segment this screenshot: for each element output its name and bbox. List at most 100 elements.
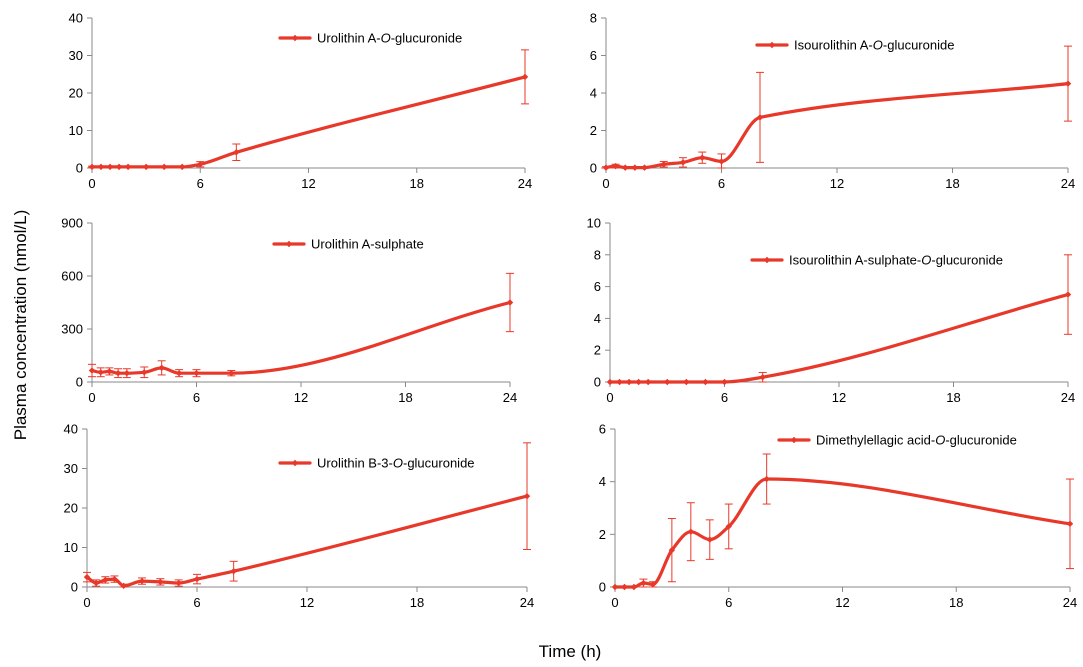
y-tick-label: 0 (599, 580, 606, 595)
data-point (138, 577, 146, 585)
y-axis-title: Plasma concentration (nmol/L) (11, 210, 30, 441)
data-point (106, 163, 114, 171)
data-point (521, 73, 529, 81)
data-point (175, 579, 182, 587)
y-tick-label: 0 (71, 580, 78, 595)
legend-marker (285, 240, 293, 248)
legend-label: Isourolithin A-sulphate-O-glucuronide (789, 253, 1003, 268)
y-tick-label: 300 (61, 322, 83, 337)
data-point (664, 378, 671, 386)
y-tick-label: 600 (61, 269, 83, 284)
data-point (83, 573, 91, 581)
legend-label: Isourolithin A-O-glucuronide (794, 38, 954, 53)
data-point (725, 523, 732, 530)
data-point (114, 369, 122, 377)
x-tick-label: 18 (945, 176, 959, 191)
x-tick-label: 12 (301, 176, 315, 191)
data-point (606, 378, 614, 386)
y-tick-label: 2 (590, 123, 597, 138)
x-tick-label: 12 (294, 390, 308, 405)
y-tick-label: 10 (587, 216, 601, 231)
x-tick-label: 18 (410, 176, 424, 191)
data-point (635, 378, 642, 386)
data-point (616, 378, 623, 386)
y-tick-label: 0 (76, 375, 83, 390)
data-point (641, 164, 648, 171)
y-tick-label: 20 (69, 86, 83, 101)
data-point (625, 378, 633, 386)
data-point (193, 369, 200, 377)
data-point (197, 161, 204, 168)
x-tick-label: 6 (193, 595, 200, 610)
x-tick-label: 18 (946, 390, 960, 405)
y-tick-label: 0 (76, 161, 83, 176)
data-point (622, 164, 629, 171)
chart-panel-5: 0 10 20 30 40 0 6 12 18 24 Urolithin B-3-O-glucuro… (64, 422, 535, 611)
y-tick-label: 6 (590, 48, 597, 63)
series-line (90, 75, 527, 169)
data-point (142, 163, 150, 171)
legend-marker (291, 34, 299, 42)
data-point (1064, 291, 1072, 298)
data-point (683, 378, 690, 386)
data-point (702, 378, 709, 386)
x-tick-label: 0 (88, 176, 95, 191)
data-point (631, 164, 639, 171)
x-tick-label: 24 (518, 176, 532, 191)
y-tick-label: 900 (61, 216, 83, 231)
data-point (120, 582, 127, 590)
x-tick-label: 18 (949, 595, 963, 610)
y-tick-label: 30 (69, 48, 83, 63)
data-point (1064, 80, 1072, 87)
x-tick-label: 0 (88, 390, 95, 405)
data-point (88, 367, 96, 374)
x-tick-label: 18 (398, 390, 412, 405)
data-point (759, 374, 766, 381)
legend-marker (768, 41, 776, 49)
data-point (88, 163, 96, 171)
data-point (175, 369, 183, 377)
legend: Dimethylellagic acid-O-glucuronide (777, 433, 1017, 448)
x-tick-label: 6 (718, 176, 725, 191)
data-point (506, 299, 514, 306)
data-point (756, 114, 764, 121)
y-tick-label: 6 (599, 422, 606, 437)
data-point (721, 378, 728, 386)
legend: Isourolithin A-O-glucuronide (755, 38, 954, 53)
data-point (179, 163, 186, 171)
x-tick-label: 0 (611, 595, 618, 610)
y-tick-label: 10 (69, 123, 83, 138)
y-tick-label: 8 (594, 247, 601, 262)
data-point (687, 528, 695, 535)
data-point (1066, 520, 1074, 527)
legend: Isourolithin A-sulphate-O-glucuronide (750, 253, 1003, 268)
data-point (602, 164, 610, 171)
y-tick-label: 40 (69, 11, 83, 26)
series-line (608, 293, 1070, 384)
y-tick-label: 4 (599, 474, 606, 489)
data-point (157, 578, 164, 586)
legend-label: Urolithin A-sulphate (311, 237, 424, 252)
x-tick-label: 12 (300, 595, 314, 610)
data-point (92, 579, 100, 587)
y-tick-label: 8 (590, 11, 597, 26)
data-point (160, 163, 168, 171)
data-point (621, 583, 628, 591)
data-point (523, 492, 531, 500)
y-tick-label: 6 (594, 279, 601, 294)
data-point (102, 576, 109, 584)
y-tick-label: 40 (64, 422, 78, 437)
data-point (97, 163, 105, 171)
series-line (90, 300, 512, 375)
data-point (611, 583, 619, 591)
x-tick-label: 12 (835, 595, 849, 610)
legend-marker (763, 256, 771, 264)
x-tick-label: 0 (606, 390, 613, 405)
x-tick-label: 6 (721, 390, 728, 405)
y-tick-label: 2 (599, 527, 606, 542)
x-tick-label: 6 (725, 595, 732, 610)
y-tick-label: 20 (64, 501, 78, 516)
